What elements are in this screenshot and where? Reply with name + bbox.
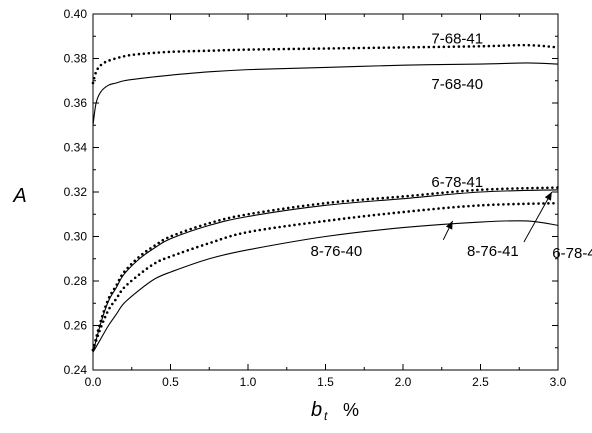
x-axis: 0.0 0.5 1.0 1.5 2.0 2.5 3.0 bbox=[85, 14, 567, 389]
x-tick-label: 0.5 bbox=[162, 375, 179, 389]
y-tick-label: 0.32 bbox=[64, 185, 88, 199]
x-tick-label: 1.0 bbox=[240, 375, 257, 389]
axis-titles: A b t % bbox=[12, 185, 359, 423]
series-line-8-76-40 bbox=[92, 220, 559, 353]
series-line-7-68-40 bbox=[92, 62, 559, 126]
y-tick-label: 0.26 bbox=[64, 319, 88, 333]
x-tick-label: 3.0 bbox=[550, 375, 567, 389]
annotation-layer: 7-68-41 7-68-40 6-78-41 8-76-40 8-76-41 6-78-… bbox=[310, 30, 592, 262]
x-tick-label: 2.5 bbox=[472, 375, 489, 389]
x-tick-label: 1.5 bbox=[317, 375, 334, 389]
annotation-arrow-head bbox=[445, 220, 453, 230]
y-axis: 0.24 0.26 0.28 0.30 0.32 0.34 0.36 0.38 0.40 bbox=[64, 7, 558, 377]
series-annotation: 8-76-41 bbox=[467, 243, 519, 260]
series-line-6-78-40 bbox=[92, 189, 559, 353]
y-tick-label: 0.30 bbox=[64, 230, 88, 244]
y-tick-label: 0.40 bbox=[64, 7, 88, 21]
y-tick-label: 0.24 bbox=[64, 363, 88, 377]
series-annotation: 7-68-41 bbox=[431, 30, 483, 47]
annotation-arrow-line bbox=[523, 191, 553, 243]
x-axis-unit: % bbox=[343, 400, 359, 420]
y-tick-label: 0.28 bbox=[64, 274, 88, 288]
series-line-8-76-41 bbox=[91, 201, 560, 352]
x-axis-title: b bbox=[311, 399, 322, 421]
series-annotation: 6-78-41 bbox=[431, 174, 483, 191]
y-tick-label: 0.38 bbox=[64, 52, 88, 66]
series-annotation: 6-78-40 bbox=[552, 245, 592, 262]
x-tick-label: 2.0 bbox=[395, 375, 412, 389]
y-tick-label: 0.36 bbox=[64, 96, 88, 110]
series-line-6-78-41 bbox=[91, 186, 560, 352]
series-layer bbox=[91, 43, 560, 353]
series-annotation: 8-76-40 bbox=[310, 243, 362, 260]
annotation-arrow-head bbox=[544, 192, 552, 201]
series-line-7-68-41 bbox=[91, 43, 560, 85]
y-axis-title: A bbox=[12, 185, 26, 207]
x-axis-title-subscript: t bbox=[324, 409, 328, 423]
y-tick-label: 0.34 bbox=[64, 141, 88, 155]
series-annotation: 7-68-40 bbox=[431, 76, 483, 93]
x-tick-label: 0.0 bbox=[85, 375, 102, 389]
